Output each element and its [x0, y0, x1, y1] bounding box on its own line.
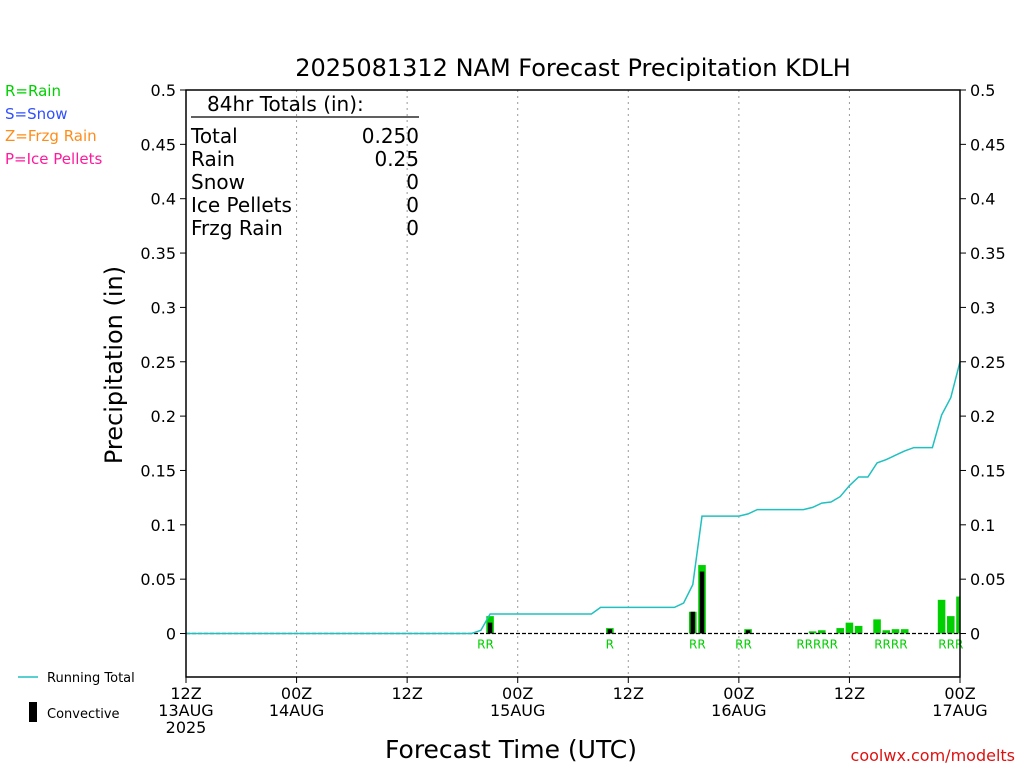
legend-convective: Convective: [47, 707, 120, 722]
precip-bar: [937, 599, 946, 634]
precip-type-label: RRR: [938, 638, 963, 652]
totals-row-label: Total: [190, 124, 238, 148]
y-tick-label: 0.3: [151, 298, 176, 317]
x-tick-label: 12Z: [391, 684, 422, 703]
x-axis-label: Forecast Time (UTC): [385, 735, 637, 764]
y-tick-label: 0.4: [151, 190, 176, 209]
x-tick-label: 00Z: [281, 684, 312, 703]
y-tick-label: 0.1: [151, 516, 176, 535]
x-tick-label: 12Z: [613, 684, 644, 703]
totals-row-label: Snow: [191, 170, 245, 194]
precip-bar: [956, 596, 960, 634]
y-tick-label-right: 0.45: [970, 135, 1006, 154]
y-axis-label: Precipitation (in): [100, 266, 128, 464]
y-tick-label: 0.5: [151, 81, 176, 100]
series-legend: Running Total Convective: [18, 671, 135, 722]
y-tick-label-right: 0.25: [970, 353, 1006, 372]
precip-bar: [882, 630, 891, 634]
y-tick-label-right: 0.15: [970, 461, 1006, 480]
x-tick-label: 00Z: [944, 684, 975, 703]
y-tick-label-right: 0.5: [970, 81, 995, 100]
convective-bar: [487, 622, 493, 634]
totals-row-value: 0: [406, 216, 419, 240]
precip-type-label: RR: [689, 638, 706, 652]
precip-bar: [873, 619, 881, 634]
grid-lines: [296, 90, 850, 677]
totals-box: 84hr Totals (in): Total 0.250 Rain 0.25 Snow…: [190, 92, 419, 240]
totals-row-label: Ice Pellets: [191, 193, 292, 217]
totals-row-value: 0: [406, 170, 419, 194]
convective-bar: [607, 629, 613, 634]
legend-rain: R=Rain: [5, 82, 61, 100]
y-tick-label: 0.2: [151, 407, 176, 426]
totals-row-label: Rain: [191, 147, 235, 171]
chart-title: 2025081312 NAM Forecast Precipitation KD…: [295, 54, 851, 82]
precip-type-legend: R=Rain S=Snow Z=Frzg Rain P=Ice Pellets: [5, 82, 102, 168]
x-tick-label: 12Z: [834, 684, 865, 703]
y-tick-label-right: 0.1: [970, 516, 995, 535]
footer-source: coolwx.com/modelts: [851, 746, 1015, 765]
y-tick-label: 0.45: [140, 135, 176, 154]
y-tick-label: 0.05: [140, 570, 176, 589]
precip-type-labels: RR R RR RR RRRRR RRRR RRR: [477, 638, 963, 652]
running-total-line: [186, 361, 961, 635]
x-tick-label: 12Z: [170, 684, 201, 703]
convective-bar: [745, 630, 751, 634]
y-tick-label: 0.35: [140, 244, 176, 263]
x-tick-label: 2025: [166, 718, 207, 737]
legend-ice-pellets: P=Ice Pellets: [5, 150, 102, 168]
y-tick-label: 0: [166, 625, 176, 644]
precip-type-label: RR: [477, 638, 494, 652]
precip-bar: [854, 625, 863, 634]
precip-type-label: R: [606, 638, 614, 652]
precip-bar: [845, 622, 854, 634]
y-tick-label-right: 0.35: [970, 244, 1006, 263]
legend-running-total: Running Total: [47, 671, 135, 686]
precip-type-label: RR: [735, 638, 752, 652]
x-tick-label: 00Z: [502, 684, 533, 703]
precip-bar: [947, 616, 955, 634]
x-tick-label: 00Z: [723, 684, 754, 703]
y-tick-label-right: 0.2: [970, 407, 995, 426]
precip-bar: [900, 629, 909, 634]
totals-header: 84hr Totals (in):: [207, 92, 364, 116]
precip-bar: [891, 629, 900, 634]
precip-bar: [808, 631, 817, 634]
convective-legend-swatch: [29, 702, 37, 722]
totals-row-value: 0: [406, 193, 419, 217]
precip-bar: [836, 628, 844, 634]
y-tick-label-right: 0: [970, 625, 980, 644]
x-tick-label: 13AUG: [158, 701, 213, 720]
x-tick-label: 15AUG: [490, 701, 545, 720]
plot-frame: [185, 89, 961, 678]
y-axis-right: 0 0.05 0.1 0.15 0.2 0.25 0.3 0.35 0.4 0.45 0.5: [960, 81, 1006, 644]
y-axis-left: 0 0.05 0.1 0.15 0.2 0.25 0.3 0.35 0.4 0.45 0.5: [140, 81, 186, 644]
convective-bars: [487, 571, 751, 634]
x-tick-label: 16AUG: [711, 701, 766, 720]
precip-bar: [818, 630, 826, 634]
totals-rows: Total 0.250 Rain 0.25 Snow 0 Ice Pellets 0 Frzg …: [190, 124, 419, 240]
precip-type-label: RRRR: [874, 638, 907, 652]
y-tick-label-right: 0.3: [970, 298, 995, 317]
legend-snow: S=Snow: [5, 105, 68, 123]
y-tick-label-right: 0.05: [970, 570, 1006, 589]
totals-row-value: 0.25: [374, 147, 419, 171]
y-tick-label: 0.15: [140, 461, 176, 480]
x-tick-label: 17AUG: [932, 701, 987, 720]
totals-row-value: 0.250: [362, 124, 419, 148]
convective-bar: [690, 611, 695, 634]
legend-frzg-rain: Z=Frzg Rain: [5, 127, 97, 145]
totals-row-label: Frzg Rain: [191, 216, 283, 240]
y-tick-label: 0.25: [140, 353, 176, 372]
convective-bar: [699, 571, 705, 634]
y-tick-label-right: 0.4: [970, 190, 995, 209]
precip-type-label: RRRRR: [796, 638, 838, 652]
x-tick-label: 14AUG: [269, 701, 324, 720]
